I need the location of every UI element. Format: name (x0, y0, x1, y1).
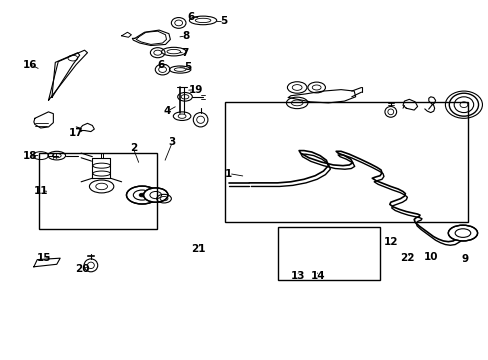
Text: 20: 20 (75, 264, 90, 274)
Ellipse shape (126, 186, 158, 204)
Text: 13: 13 (290, 271, 305, 281)
Text: 19: 19 (188, 85, 203, 95)
Bar (277, 226, 379, 280)
Bar (224, 102, 467, 222)
Text: 5: 5 (183, 62, 191, 72)
Text: 15: 15 (36, 253, 51, 263)
Text: 22: 22 (400, 253, 414, 263)
Ellipse shape (143, 188, 167, 202)
Text: 17: 17 (69, 128, 83, 138)
Text: 9: 9 (460, 254, 468, 264)
Polygon shape (288, 90, 355, 103)
Polygon shape (92, 158, 110, 178)
Text: 3: 3 (168, 138, 176, 147)
Text: 11: 11 (33, 186, 48, 196)
Text: 7: 7 (181, 48, 188, 58)
Ellipse shape (139, 193, 145, 197)
Text: 5: 5 (220, 17, 227, 27)
Text: 8: 8 (182, 31, 189, 41)
Text: 6: 6 (157, 59, 164, 69)
Text: 6: 6 (187, 12, 194, 22)
Text: 1: 1 (225, 168, 232, 179)
Text: 18: 18 (22, 150, 37, 161)
Text: 12: 12 (383, 237, 397, 247)
Text: 16: 16 (22, 59, 37, 69)
Text: 10: 10 (423, 252, 437, 262)
Polygon shape (34, 258, 60, 267)
Text: 2: 2 (129, 143, 137, 153)
Text: 4: 4 (163, 106, 171, 116)
Ellipse shape (447, 225, 477, 241)
Bar (39, 153, 157, 229)
Text: 21: 21 (190, 244, 205, 254)
Text: 14: 14 (311, 271, 325, 281)
